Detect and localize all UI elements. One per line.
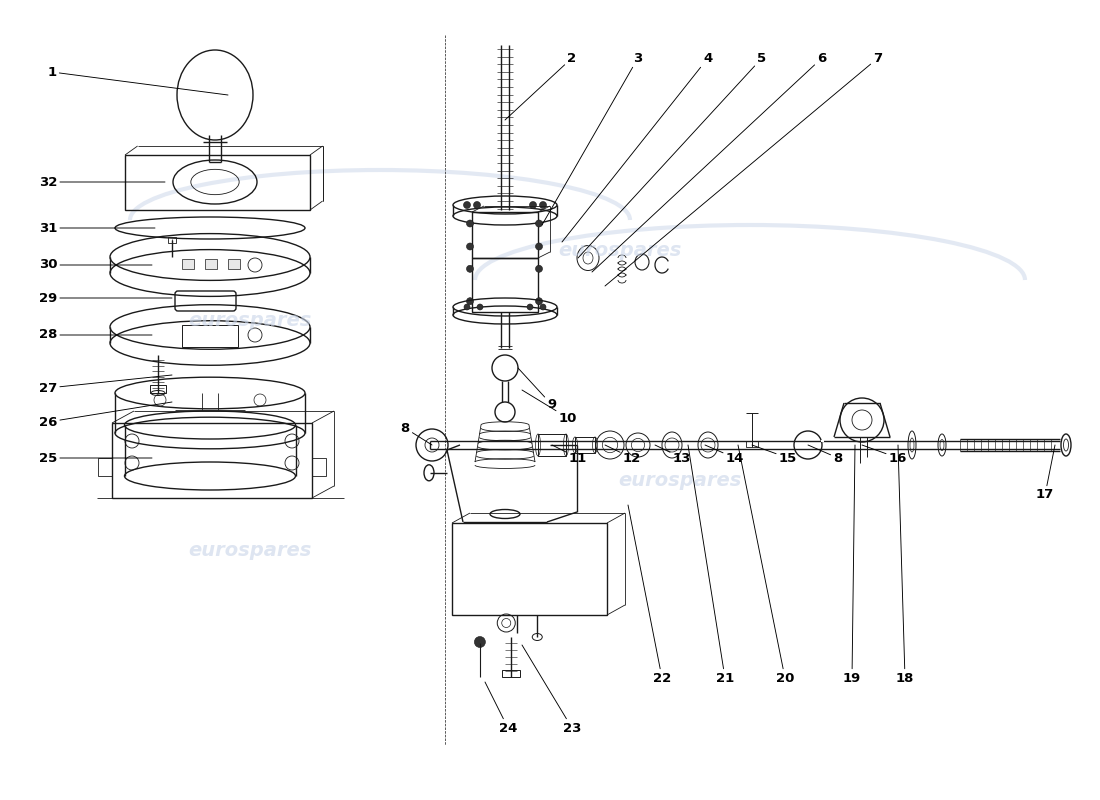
Bar (168, 237, 176, 243)
Text: 11: 11 (552, 445, 587, 465)
Circle shape (536, 298, 542, 305)
Bar (205, 259, 217, 269)
Circle shape (466, 266, 473, 272)
Text: 26: 26 (39, 402, 172, 429)
Text: 24: 24 (485, 682, 517, 734)
Text: 20: 20 (738, 445, 794, 685)
Circle shape (529, 202, 537, 209)
Bar (502, 670, 520, 677)
Bar (125, 155, 310, 210)
Circle shape (466, 243, 473, 250)
Bar (98, 458, 112, 476)
Text: 1: 1 (47, 66, 228, 95)
Bar (182, 259, 194, 269)
Text: 27: 27 (39, 375, 172, 394)
Circle shape (536, 266, 542, 272)
Circle shape (474, 637, 485, 647)
Text: 15: 15 (752, 445, 798, 465)
Text: 8: 8 (808, 445, 843, 465)
Bar (472, 212, 538, 258)
Circle shape (477, 304, 483, 310)
Circle shape (536, 220, 542, 227)
Text: 2: 2 (505, 51, 576, 120)
Text: 10: 10 (522, 390, 578, 425)
Text: 4: 4 (562, 51, 713, 242)
Text: eurospares: eurospares (559, 241, 682, 259)
Bar (746, 441, 758, 447)
Text: 13: 13 (654, 445, 691, 465)
Circle shape (463, 202, 471, 209)
Text: 28: 28 (39, 329, 152, 342)
Text: 8: 8 (400, 422, 432, 445)
Text: eurospares: eurospares (618, 470, 741, 490)
Text: 30: 30 (39, 258, 152, 271)
Bar (150, 385, 166, 393)
Text: 17: 17 (1036, 445, 1055, 502)
Bar (228, 259, 240, 269)
Text: 7: 7 (605, 51, 882, 286)
Text: 12: 12 (605, 445, 641, 465)
Text: 32: 32 (39, 175, 165, 189)
Circle shape (540, 304, 546, 310)
Circle shape (466, 298, 473, 305)
Text: 6: 6 (592, 51, 826, 272)
Circle shape (466, 220, 473, 227)
Bar (538, 434, 566, 456)
Text: eurospares: eurospares (188, 541, 311, 559)
Text: 31: 31 (39, 222, 155, 234)
Text: 18: 18 (895, 445, 914, 685)
Bar (575, 437, 595, 453)
Circle shape (527, 304, 534, 310)
Text: eurospares: eurospares (188, 310, 311, 330)
Bar (112, 423, 312, 498)
Text: 16: 16 (862, 445, 907, 465)
Circle shape (539, 202, 547, 209)
Text: 14: 14 (705, 445, 745, 465)
Text: 3: 3 (542, 51, 642, 225)
Circle shape (464, 304, 470, 310)
Text: 25: 25 (39, 451, 152, 465)
Circle shape (473, 202, 481, 209)
Text: 23: 23 (522, 645, 581, 734)
Bar (452, 523, 607, 615)
Bar (182, 325, 238, 347)
Circle shape (536, 243, 542, 250)
Text: 29: 29 (39, 291, 172, 305)
Text: 19: 19 (843, 445, 861, 685)
Text: 5: 5 (578, 51, 767, 258)
Text: 21: 21 (688, 445, 734, 685)
Bar (472, 258, 538, 312)
Bar (312, 458, 326, 476)
Text: 9: 9 (518, 368, 557, 411)
Text: 22: 22 (628, 505, 671, 685)
